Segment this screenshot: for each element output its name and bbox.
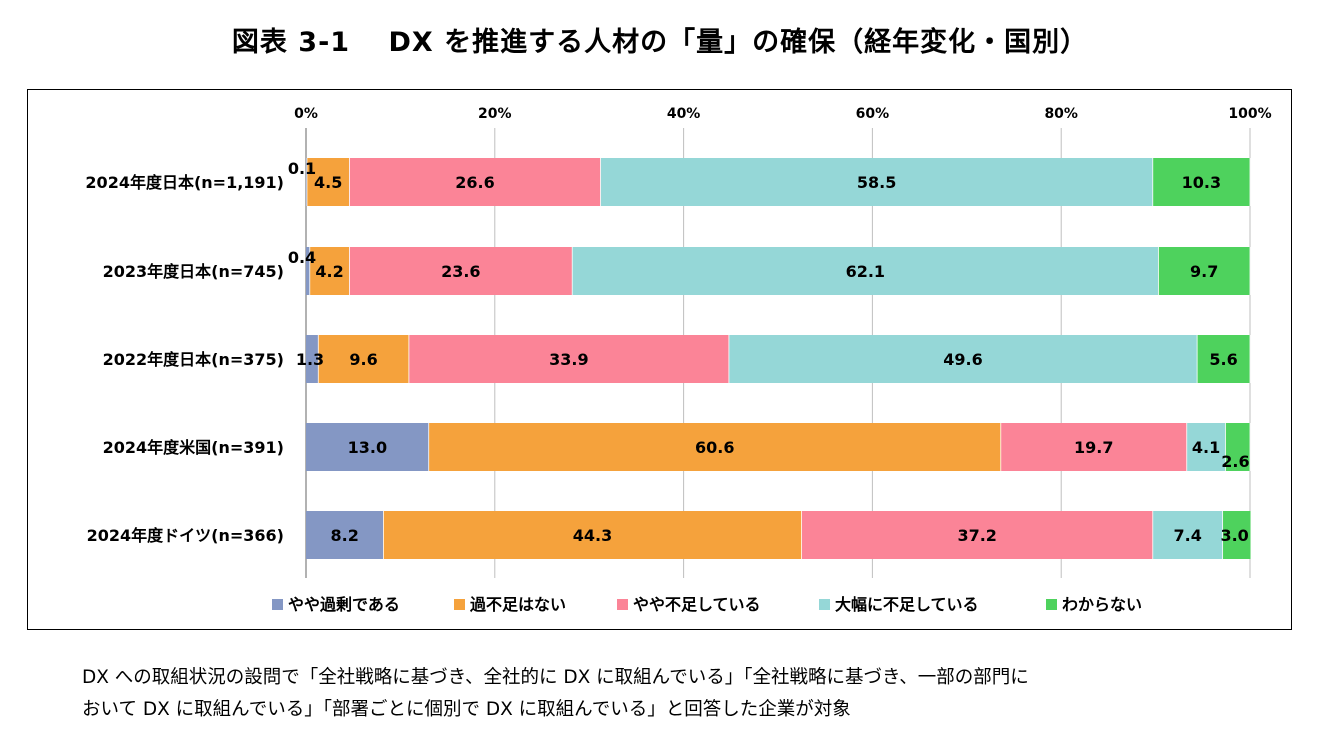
legend-label: わからない [1062,595,1142,614]
data-label: 13.0 [348,438,387,457]
category-label: 2024年度日本(n=1,191) [85,173,284,192]
data-label: 37.2 [957,526,996,545]
bar-segment [309,247,350,295]
bar-segment [349,247,573,295]
data-label: 26.6 [455,173,494,192]
data-label: 62.1 [846,262,885,281]
data-label: 5.6 [1209,350,1237,369]
x-tick-label: 40% [667,106,701,122]
x-tick-label: 80% [1044,106,1078,122]
data-label: 49.6 [943,350,982,369]
bar-segment [306,158,307,206]
data-label: 58.5 [857,173,896,192]
chart-title: 図表 3-1 DX を推進する人材の「量」の確保（経年変化・国別） [231,27,1089,58]
category-label: 2024年度ドイツ(n=366) [87,526,284,545]
x-tick-label: 0% [294,106,318,122]
x-tick-label: 60% [856,106,890,122]
bar-segment [349,158,601,206]
bar-segment [728,335,1198,383]
bar-segment [801,511,1153,559]
data-label: 8.2 [331,526,359,545]
bar-segment [1152,158,1250,206]
data-label: 4.5 [314,173,342,192]
category-label: 2023年度日本(n=745) [103,262,284,281]
bar-segment [1225,423,1250,471]
legend: やや過剰である 過不足はない やや不足している 大幅に不足している わからない [272,595,1142,614]
bar-segment [1197,335,1250,383]
bar-segment [1000,423,1187,471]
data-labels: 0.14.5 26.6 58.5 10.3 0.44.2 23.6 62.1 9.7 1.3 9.… [288,159,1250,545]
bar-segment [600,158,1153,206]
bar-segment [1186,423,1226,471]
stacked-bar-chart: 0% 20% 40% 60% 80% 100% 2024年度日本(n=1,191) 2023… [85,106,1272,614]
data-label: 2.6 [1221,452,1249,471]
bar-segment [428,423,1001,471]
legend-swatch [819,599,830,610]
data-label: 4.1 [1192,438,1220,457]
data-label: 19.7 [1074,438,1113,457]
bar-segment [306,511,384,559]
legend-label: 大幅に不足している [835,595,979,614]
bar-segment [306,247,310,295]
bar-segment [306,423,429,471]
category-label: 2024年度米国(n=391) [103,438,284,457]
bars [306,158,1252,559]
data-label: 60.6 [695,438,734,457]
bar-segment [408,335,729,383]
bar-segment [306,335,319,383]
data-label: 10.3 [1182,173,1221,192]
data-label: 7.4 [1174,526,1202,545]
bar-segment [1152,511,1223,559]
data-label: 4.2 [315,262,343,281]
category-label: 2022年度日本(n=375) [103,350,284,369]
legend-swatch [617,599,628,610]
data-label: 33.9 [549,350,588,369]
bar-segment [1222,511,1251,559]
legend-label: やや過剰である [288,595,400,614]
bar-segment [383,511,802,559]
data-label: 44.3 [573,526,612,545]
footnote: DX への取組状況の設問で「全社戦略に基づき、全社的に DX に取組んでいる」「… [82,662,1312,726]
legend-label: やや不足している [633,595,761,614]
x-axis-ticks: 0% 20% 40% 60% 80% 100% [294,106,1272,122]
footnote-line-2: おいて DX に取組んでいる」「部署ごとに個別で DX に取組んでいる」と回答し… [82,699,851,720]
data-label: 9.6 [349,350,377,369]
bar-segment [306,158,350,206]
data-label: 0.4 [288,248,316,267]
data-label: 0.1 [288,159,316,178]
category-labels: 2024年度日本(n=1,191) 2023年度日本(n=745) 2022年度日本… [85,173,284,545]
legend-label: 過不足はない [469,595,566,614]
x-tick-label: 100% [1228,106,1271,122]
legend-swatch [272,599,283,610]
data-label: 3.0 [1220,526,1248,545]
legend-swatch [454,599,465,610]
chart-frame [27,89,1292,630]
bar-segment [318,335,409,383]
bar-segment [572,247,1159,295]
bar-segment [1158,247,1250,295]
footnote-line-1: DX への取組状況の設問で「全社戦略に基づき、全社的に DX に取組んでいる」「… [82,667,1029,688]
data-label: 1.3 [296,350,324,369]
legend-swatch [1046,599,1057,610]
x-tick-label: 20% [478,106,512,122]
data-label: 9.7 [1190,262,1218,281]
data-label: 23.6 [441,262,480,281]
